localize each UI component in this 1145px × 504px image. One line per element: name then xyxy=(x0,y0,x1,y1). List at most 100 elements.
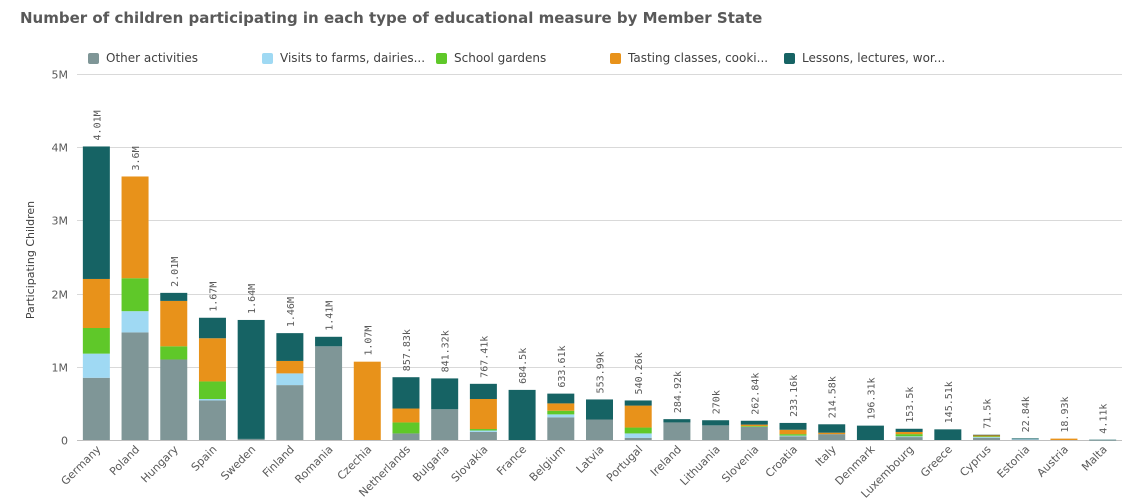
bar-segment-lessons[interactable] xyxy=(160,292,188,301)
bar-segment-lessons[interactable] xyxy=(702,420,730,426)
bar-segment-tasting[interactable] xyxy=(276,360,304,374)
bar-segment-visits[interactable] xyxy=(276,373,304,386)
bar-segment-tasting[interactable] xyxy=(82,278,110,329)
bar-segment-tasting[interactable] xyxy=(895,431,923,435)
bar-segment-lessons[interactable] xyxy=(934,429,962,440)
bar-segment-lessons[interactable] xyxy=(895,428,923,432)
bar-segment-other[interactable] xyxy=(392,433,420,440)
bar-segment-lessons[interactable] xyxy=(586,399,613,420)
bar-total-label: 22.84k xyxy=(1021,396,1032,432)
bar-segment-tasting[interactable] xyxy=(121,176,149,279)
bar-segment-visits[interactable] xyxy=(973,437,1001,438)
bar-segment-lessons[interactable] xyxy=(237,319,265,439)
legend-item-gardens[interactable]: School gardens xyxy=(436,48,546,68)
bar-segment-other[interactable] xyxy=(663,422,691,440)
bar-segment-other[interactable] xyxy=(586,419,613,440)
bar-segment-lessons[interactable] xyxy=(276,333,304,361)
bar-total-label: 4.01M xyxy=(92,110,103,140)
bar-segment-visits[interactable] xyxy=(1011,438,1039,440)
bar-total-label: 684.5k xyxy=(518,348,529,384)
bar-segment-gardens[interactable] xyxy=(160,346,188,360)
bar-segment-visits[interactable] xyxy=(469,430,497,432)
bar-segment-lessons[interactable] xyxy=(198,317,226,339)
bar-segment-lessons[interactable] xyxy=(547,393,575,404)
bar-segment-other[interactable] xyxy=(160,359,188,440)
bar-segment-other[interactable] xyxy=(818,434,846,440)
bar-segment-tasting[interactable] xyxy=(973,434,1001,437)
bar-total-label: 3.6M xyxy=(131,146,142,170)
bar-segment-other[interactable] xyxy=(315,346,343,440)
bar-segment-other[interactable] xyxy=(624,437,652,440)
bar-segment-gardens[interactable] xyxy=(624,427,652,434)
bar-segment-other[interactable] xyxy=(237,438,265,440)
bar-segment-other[interactable] xyxy=(198,400,226,440)
bar-segment-gardens[interactable] xyxy=(82,328,110,354)
legend-item-other[interactable]: Other activities xyxy=(88,48,198,68)
bar-segment-gardens[interactable] xyxy=(973,436,1001,438)
bar-segment-lessons[interactable] xyxy=(663,419,691,423)
bar-segment-lessons[interactable] xyxy=(1089,439,1117,441)
bar-segment-lessons[interactable] xyxy=(973,434,1001,436)
legend-label-visits: Visits to farms, dairies... xyxy=(280,51,426,65)
bar-segment-other[interactable] xyxy=(121,332,149,440)
bar-segment-visits[interactable] xyxy=(121,311,149,333)
bar-segment-other[interactable] xyxy=(779,436,807,440)
bar-segment-other[interactable] xyxy=(895,437,923,440)
bar-segment-tasting[interactable] xyxy=(818,432,846,435)
bar-segment-visits[interactable] xyxy=(779,435,807,437)
bar-segment-tasting[interactable] xyxy=(547,403,575,411)
bar-segment-visits[interactable] xyxy=(895,436,923,438)
bar-segment-other[interactable] xyxy=(469,431,497,440)
bar-segment-tasting[interactable] xyxy=(469,399,497,430)
bar-segment-gardens[interactable] xyxy=(779,434,807,436)
bar-segment-other[interactable] xyxy=(547,417,575,440)
bar-segment-other[interactable] xyxy=(740,426,768,440)
bar-segment-visits[interactable] xyxy=(624,433,652,438)
bar-segment-tasting[interactable] xyxy=(392,408,420,423)
bar-segment-lessons[interactable] xyxy=(740,420,768,425)
bar-total-label: 1.67M xyxy=(208,282,219,312)
bar-segment-gardens[interactable] xyxy=(895,434,923,437)
bar-total-label: 2.01M xyxy=(170,257,181,287)
bar-segment-tasting[interactable] xyxy=(353,361,381,440)
bar-segment-tasting[interactable] xyxy=(1050,438,1078,440)
bar-segment-tasting[interactable] xyxy=(160,300,188,347)
bar-segment-lessons[interactable] xyxy=(856,425,884,440)
bar-total-label: 18.93k xyxy=(1060,396,1071,432)
bar-segment-lessons[interactable] xyxy=(315,336,343,347)
bar-segment-other[interactable] xyxy=(1011,439,1039,440)
bar-segment-lessons[interactable] xyxy=(624,400,652,406)
x-tick-label: Czechia xyxy=(335,443,375,483)
bar-segment-lessons[interactable] xyxy=(1011,438,1039,439)
bar-segment-gardens[interactable] xyxy=(469,429,497,431)
bar-segment-other[interactable] xyxy=(276,385,304,440)
legend-item-tasting[interactable]: Tasting classes, cooki... xyxy=(610,48,768,68)
bar-segment-visits[interactable] xyxy=(82,353,110,378)
bar-segment-visits[interactable] xyxy=(198,399,226,401)
bar-segment-other[interactable] xyxy=(431,409,459,440)
bar-segment-other[interactable] xyxy=(702,425,730,440)
bar-segment-lessons[interactable] xyxy=(779,422,807,430)
bar-segment-lessons[interactable] xyxy=(469,383,497,400)
bar-segment-tasting[interactable] xyxy=(198,338,226,382)
bar-segment-gardens[interactable] xyxy=(198,381,226,400)
bar-segment-gardens[interactable] xyxy=(392,422,420,434)
bar-total-label: 214.58k xyxy=(828,376,839,418)
bar-segment-other[interactable] xyxy=(973,437,1001,440)
bar-segment-tasting[interactable] xyxy=(624,405,652,428)
bar-segment-lessons[interactable] xyxy=(431,378,459,410)
legend-item-lessons[interactable]: Lessons, lectures, wor... xyxy=(784,48,945,68)
bar-segment-tasting[interactable] xyxy=(779,429,807,435)
bar-segment-lessons[interactable] xyxy=(392,377,420,409)
bar-segment-gardens[interactable] xyxy=(547,410,575,415)
bar-segment-gardens[interactable] xyxy=(740,426,768,427)
bar-segment-tasting[interactable] xyxy=(740,424,768,427)
bar-segment-other[interactable] xyxy=(82,377,110,440)
legend-item-visits[interactable]: Visits to farms, dairies... xyxy=(262,48,425,68)
bar-segment-lessons[interactable] xyxy=(82,146,110,279)
bar-segment-lessons[interactable] xyxy=(818,424,846,433)
bar-segment-lessons[interactable] xyxy=(508,389,536,440)
bar-segment-gardens[interactable] xyxy=(121,278,149,312)
x-tick-label: Germany xyxy=(59,443,104,488)
bar-segment-visits[interactable] xyxy=(547,414,575,418)
